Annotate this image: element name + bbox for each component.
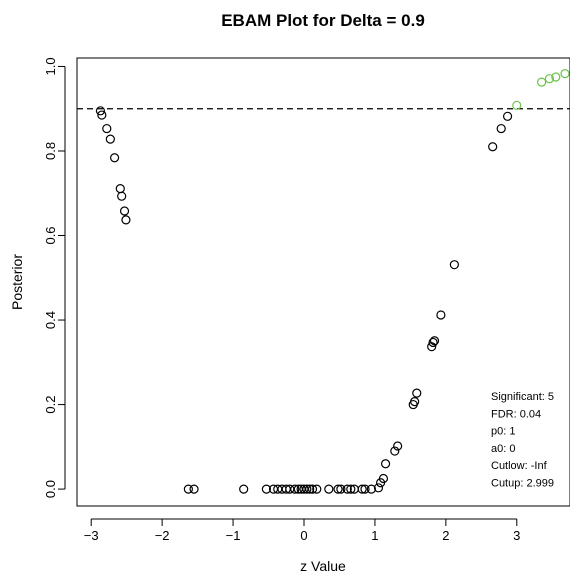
data-point [496,123,506,134]
x-tick-label: 3 [513,528,520,543]
x-axis-label: z Value [300,558,346,572]
y-tick-label: 0.0 [43,480,58,498]
data-point [117,191,127,201]
stats-annotation: Significant: 5 FDR: 0.04 p0: 1 a0: 0 Cutlow:… [491,391,554,490]
data-point [261,484,271,494]
x-tick-label: −3 [84,528,99,543]
data-point [336,484,346,494]
stat-line: Significant: 5 [491,391,554,403]
y-tick-label: 0.6 [43,226,58,244]
data-point [95,106,106,116]
data-point [189,484,199,494]
significant-point [551,72,561,82]
data-point [436,310,446,320]
data-points [95,69,570,494]
data-point [449,260,459,270]
plot-area [76,57,570,507]
stat-line: FDR: 0.04 [491,408,541,420]
data-point [290,484,300,494]
stat-line: Cutlow: -Inf [491,460,548,472]
y-tick-label: 0.4 [43,311,58,329]
data-point [307,484,318,494]
data-point [410,397,420,407]
data-point [97,110,107,120]
data-point [429,336,440,346]
data-point [357,484,367,494]
y-tick-label: 0.2 [43,396,58,414]
data-point [428,337,438,348]
data-point [102,123,112,134]
data-point [360,484,370,494]
significant-point [512,100,522,110]
significant-point [544,74,555,84]
data-point [239,484,249,494]
data-point [390,446,400,456]
x-tick-label: 0 [300,528,307,543]
y-axis: 0.0 0.2 0.4 0.6 0.8 1.0 [43,57,66,498]
data-point [427,342,437,352]
y-tick-label: 1.0 [43,57,58,75]
significant-point [537,77,547,87]
data-point [302,484,312,494]
data-point [366,484,376,494]
data-point [378,473,389,484]
data-point [109,153,120,163]
chart-title: EBAM Plot for Delta = 0.9 [221,11,425,30]
data-point [312,484,322,494]
data-point [121,215,131,225]
x-tick-label: 2 [442,528,449,543]
data-point [502,111,513,121]
data-point [412,388,422,398]
data-point [393,441,403,451]
stat-line: p0: 1 [491,426,515,438]
data-point [119,206,130,216]
data-point [105,134,115,144]
data-point [305,484,315,494]
y-tick-label: 0.8 [43,142,58,160]
data-point [115,183,125,194]
y-axis-label: Posterior [9,254,25,310]
x-tick-label: −1 [226,528,241,543]
data-point [183,484,193,494]
data-point [373,483,384,493]
data-point [380,459,391,469]
data-point [342,484,352,494]
stat-line: a0: 0 [491,443,515,455]
stat-line: Cutup: 2.999 [491,478,554,490]
x-tick-label: −2 [155,528,170,543]
data-point [346,484,356,494]
significant-point [560,69,570,79]
x-axis: −3 −2 −1 0 1 2 3 [84,518,520,543]
data-point [324,484,334,494]
x-tick-label: 1 [371,528,378,543]
data-point [488,142,498,152]
data-point [333,484,343,494]
